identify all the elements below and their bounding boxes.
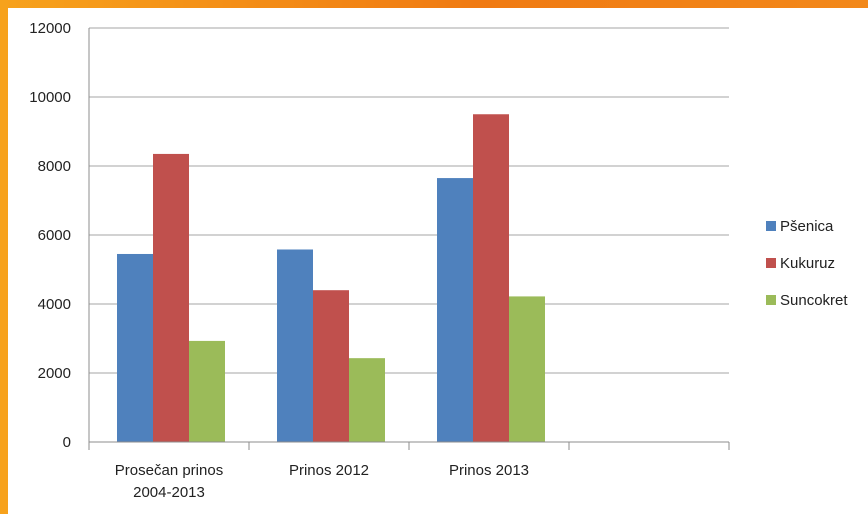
legend: Pšenica Kukuruz Suncokret (766, 218, 848, 309)
y-tick-label: 0 (63, 434, 71, 451)
y-axis: 0 2000 4000 6000 8000 10000 12000 (29, 20, 90, 451)
y-tick-label: 10000 (29, 89, 71, 106)
legend-label: Kukuruz (780, 255, 835, 272)
x-tick-label: Prosečan prinos (115, 462, 223, 479)
legend-swatch (766, 221, 776, 231)
x-tick-label: Prinos 2012 (289, 462, 369, 479)
bar (509, 296, 545, 442)
bar (117, 253, 153, 442)
bar (277, 249, 313, 442)
bar (153, 153, 189, 443)
bar (437, 178, 473, 442)
legend-label: Suncokret (780, 292, 848, 309)
legend-swatch (766, 258, 776, 268)
bar (189, 340, 225, 442)
legend-label: Pšenica (780, 218, 834, 235)
bars (117, 114, 545, 443)
bar (349, 358, 385, 442)
y-tick-label: 4000 (38, 296, 71, 313)
bar (313, 290, 349, 442)
x-tick-label: 2004-2013 (133, 484, 205, 501)
y-tick-label: 6000 (38, 227, 71, 244)
y-tick-label: 8000 (38, 158, 71, 175)
x-tick-label: Prinos 2013 (449, 462, 529, 479)
y-tick-label: 12000 (29, 20, 71, 37)
y-tick-label: 2000 (38, 365, 71, 382)
legend-swatch (766, 295, 776, 305)
bar (473, 114, 509, 442)
x-axis: Prosečan prinos 2004-2013 Prinos 2012 Prino… (88, 441, 730, 501)
